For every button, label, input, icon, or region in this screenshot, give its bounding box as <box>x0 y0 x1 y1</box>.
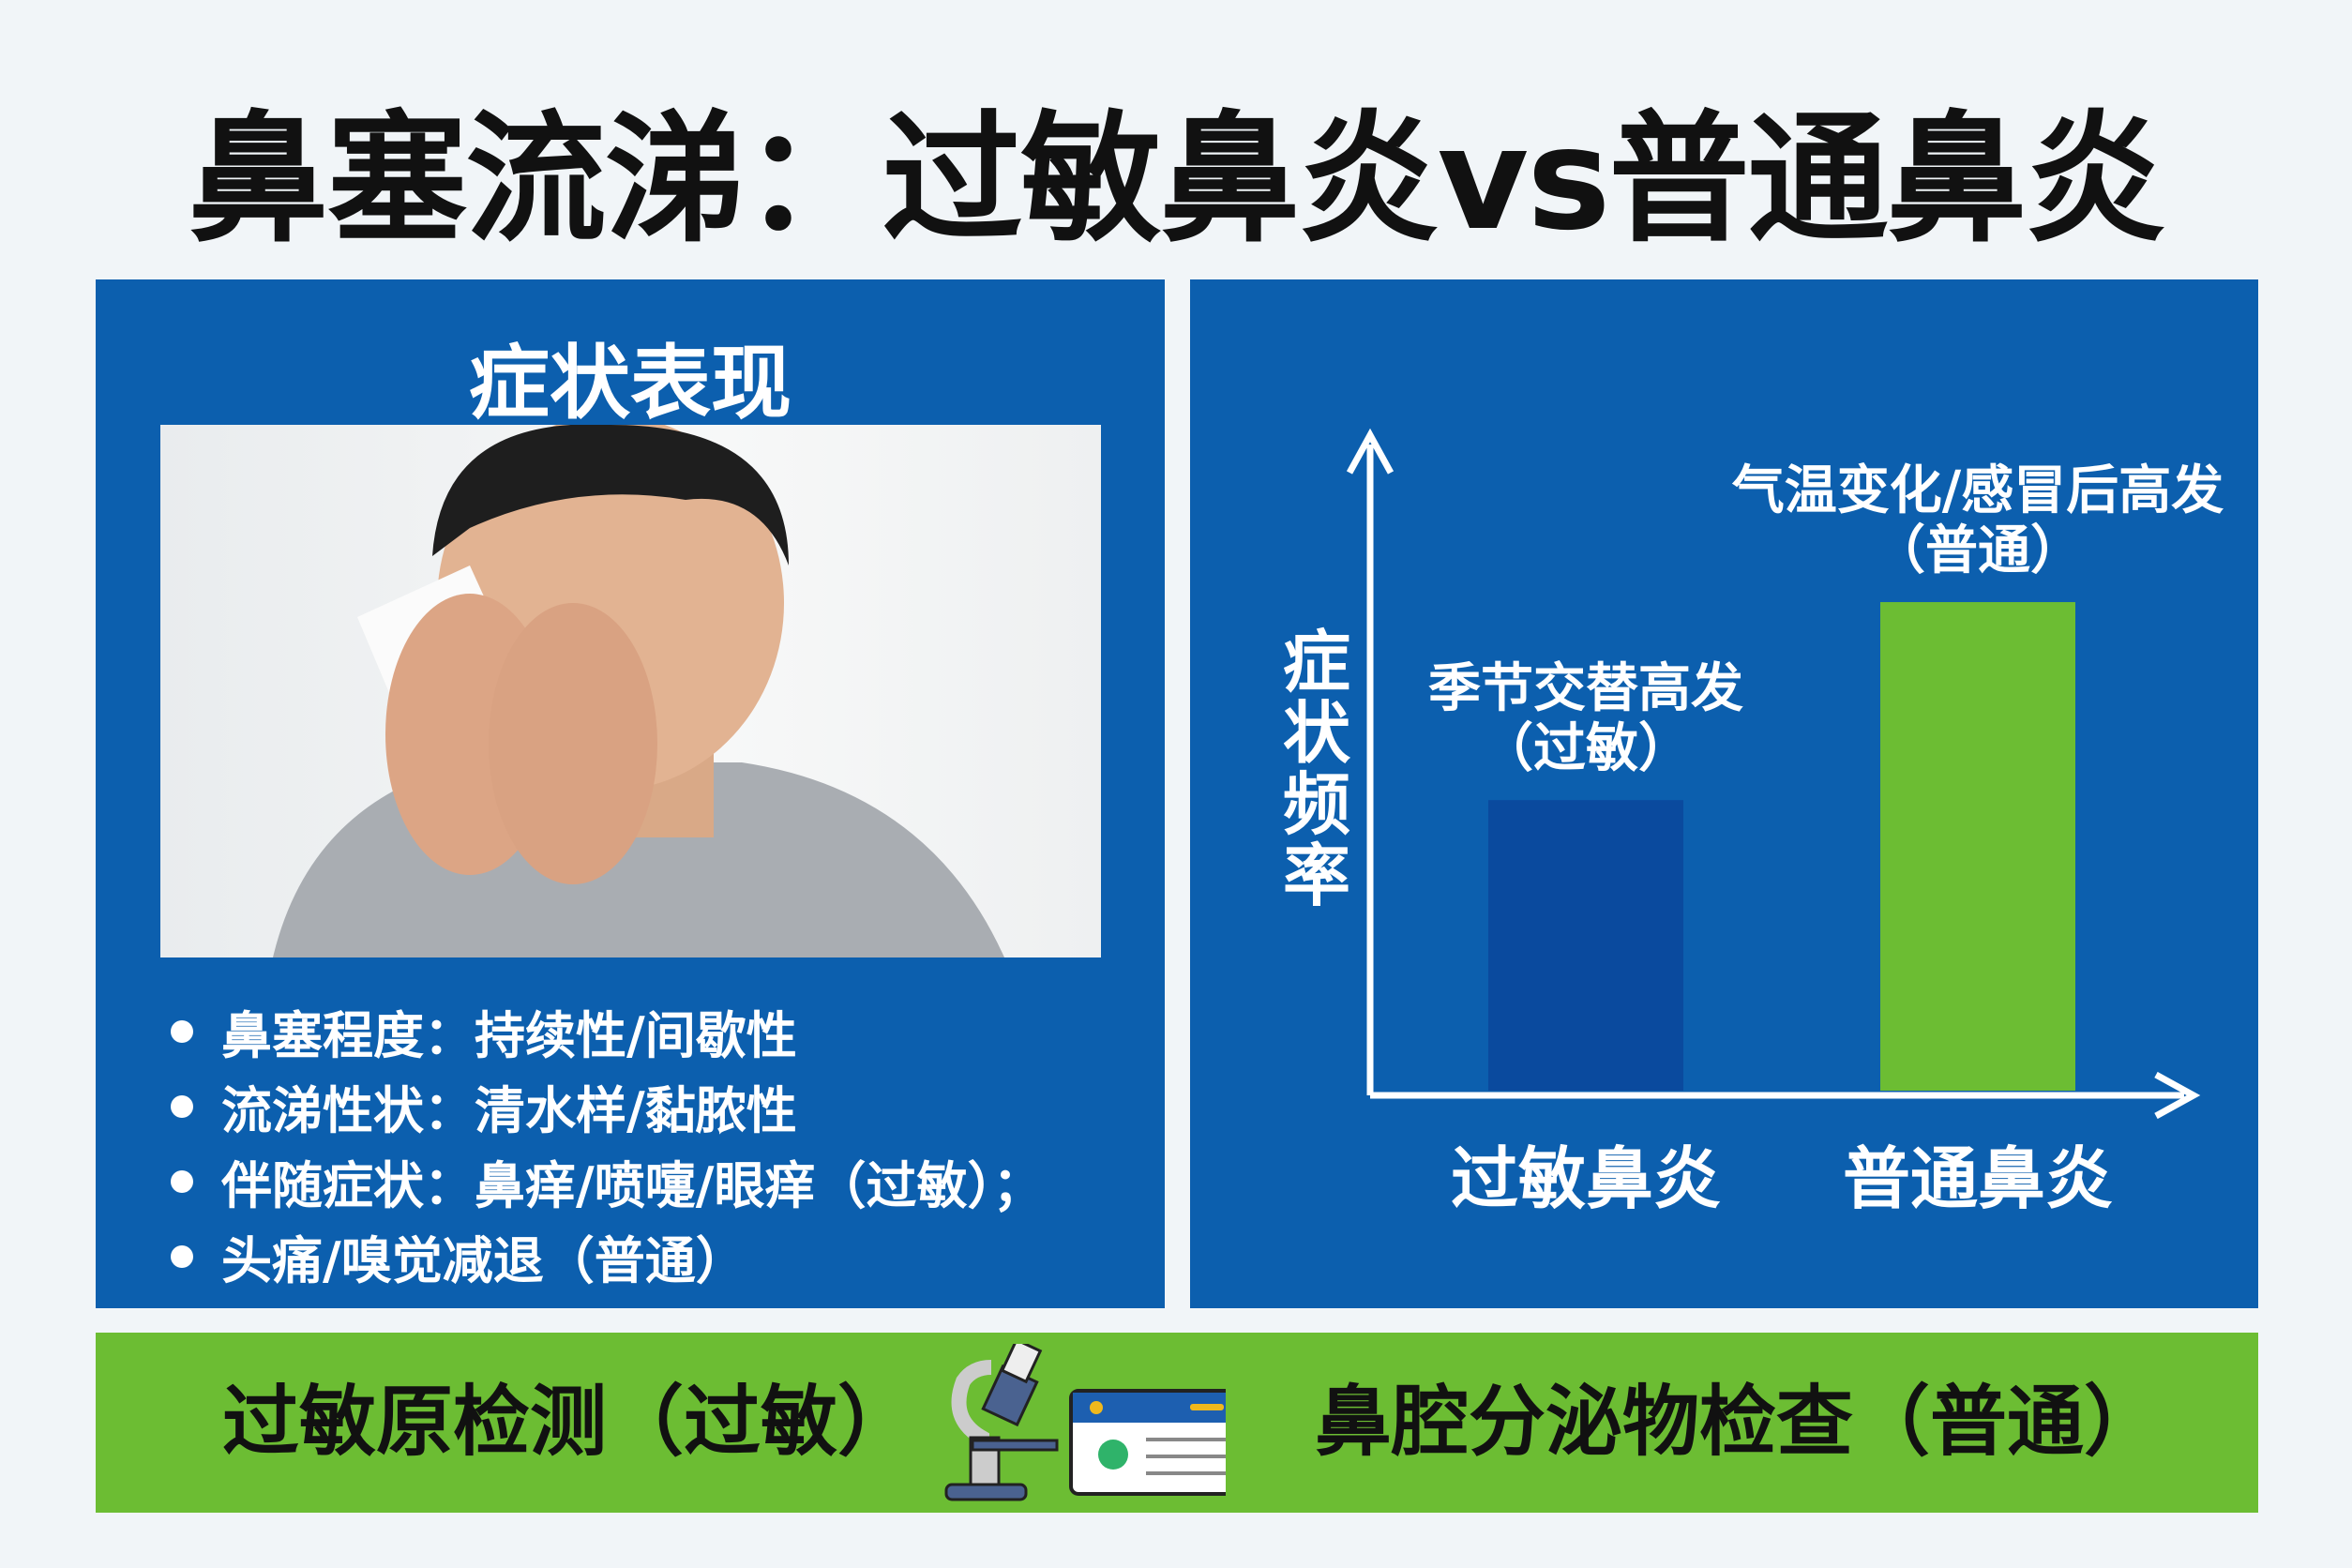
bullet-dot-icon <box>171 1094 193 1118</box>
bar-0 <box>1488 800 1683 1091</box>
bullet-text: 头痛/嗅觉减退（普通） <box>221 1231 746 1290</box>
bar-annotation-common: 气温变化/感冒后高发 （普通） <box>1731 460 2224 582</box>
bullet-item: 伴随症状：鼻痒/喷嚏/眼痒（过敏）； <box>171 1144 1043 1218</box>
diagnosis-bar: 过敏原检测（过敏） 鼻腔分泌物检查（普通） <box>96 1333 2258 1513</box>
panel-heading: 症状表现 <box>469 337 792 430</box>
chart-panel: 症状频率 季节交替高发 （过敏） 气温变化/感冒后高发 （普通） 过敏鼻炎 普通鼻炎 <box>1190 279 2258 1308</box>
y-axis-label: 症状频率 <box>1282 623 1350 915</box>
bar-1 <box>1880 602 2075 1091</box>
x-tick-label: 过敏鼻炎 <box>1450 1139 1721 1218</box>
bullet-dot-icon <box>171 1019 193 1043</box>
bullet-item: 鼻塞程度：持续性/间歇性 <box>171 994 797 1068</box>
microscope-icon <box>944 1344 1059 1501</box>
bullet-text: 鼻塞程度：持续性/间歇性 <box>221 1006 797 1065</box>
nasal-secretion-test-text: 鼻腔分泌物检查（普通） <box>1315 1378 2162 1467</box>
bar-annotation-allergic: 季节交替高发 （过敏） <box>1428 658 1743 780</box>
bullet-item: 头痛/嗅觉减退（普通） <box>171 1219 746 1293</box>
bullet-item: 流涕性状：清水样/黏脓性 <box>171 1069 797 1143</box>
allergen-test-text: 过敏原检测（过敏） <box>222 1378 915 1467</box>
bullet-text: 流涕性状：清水样/黏脓性 <box>221 1081 797 1140</box>
page-title: 鼻塞流涕：过敏鼻炎vs普通鼻炎 <box>188 98 2165 262</box>
sneezing-man-photo <box>160 425 1101 957</box>
x-axis-arrow-icon <box>2154 1071 2201 1120</box>
test-report-icon <box>1069 1389 1226 1496</box>
x-tick-label: 普通鼻炎 <box>1842 1139 2113 1218</box>
bullet-dot-icon <box>171 1244 193 1268</box>
symptoms-panel: 症状表现 鼻塞程度：持续性/间歇性 流涕性状：清水样/黏脓性 伴随症状：鼻痒/喷… <box>96 279 1165 1308</box>
bar-chart <box>1346 428 2201 1120</box>
bullet-dot-icon <box>171 1169 193 1193</box>
bullet-text: 伴随症状：鼻痒/喷嚏/眼痒（过敏）； <box>221 1156 1044 1215</box>
y-axis-arrow-icon <box>1346 428 1395 475</box>
